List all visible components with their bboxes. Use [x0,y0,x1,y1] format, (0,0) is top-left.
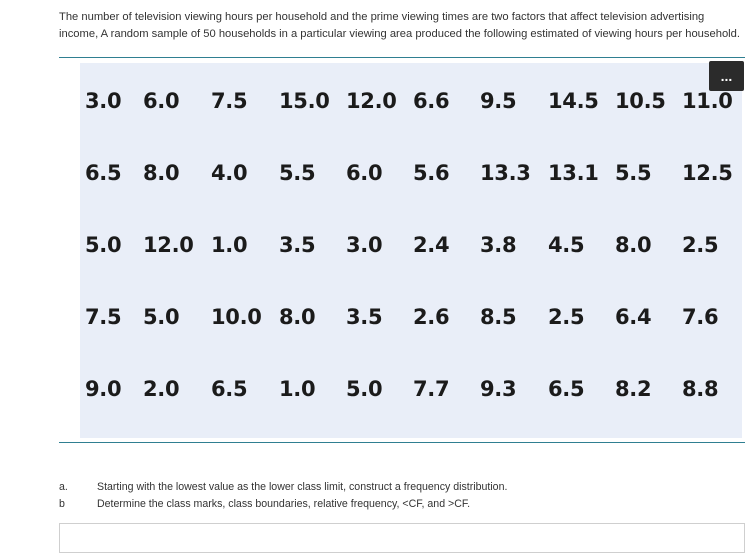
table-cell: 5.0 [143,305,180,329]
table-cell: 3.5 [279,233,316,257]
answer-input-box[interactable] [59,523,745,553]
table-cell: 3.0 [85,89,122,113]
question-a-label: a. [59,481,68,493]
table-cell: 8.2 [615,377,652,401]
question-b-text: Determine the class marks, class boundar… [97,498,471,510]
table-cell: 7.5 [211,89,248,113]
panel-divider [59,442,745,443]
table-cell: 8.0 [615,233,652,257]
table-cell: 13.1 [548,161,599,185]
table-cell: 6.6 [413,89,450,113]
table-cell: 2.0 [143,377,180,401]
table-cell: 3.8 [480,233,517,257]
table-cell: 12.0 [143,233,194,257]
table-row: 9.0 2.0 6.5 1.0 5.0 7.7 9.3 6.5 8.2 8.8 [80,351,742,423]
table-row: 7.5 5.0 10.0 8.0 3.5 2.6 8.5 2.5 6.4 7.6 [80,279,742,351]
table-cell: 9.5 [480,89,517,113]
table-cell: 2.5 [682,233,719,257]
table-cell: 14.5 [548,89,599,113]
table-cell: 5.5 [615,161,652,185]
table-cell: 1.0 [279,377,316,401]
table-cell: 12.5 [682,161,733,185]
problem-intro: The number of television viewing hours p… [59,11,740,40]
table-cell: 6.0 [143,89,180,113]
question-a-text: Starting with the lowest value as the lo… [97,481,508,493]
data-table-panel: 3.0 6.0 7.5 15.0 12.0 6.6 9.5 14.5 10.5 11.0 6.5 8.… [80,63,742,438]
table-cell: 10.0 [211,305,262,329]
table-cell: 5.0 [85,233,122,257]
table-cell: 13.3 [480,161,531,185]
intro-divider [59,57,745,58]
table-cell: 5.5 [279,161,316,185]
table-cell: 10.5 [615,89,666,113]
table-cell: 8.5 [480,305,517,329]
table-cell: 2.4 [413,233,450,257]
table-row: 5.0 12.0 1.0 3.5 3.0 2.4 3.8 4.5 8.0 2.5 [80,207,742,279]
table-row: 6.5 8.0 4.0 5.5 6.0 5.6 13.3 13.1 5.5 12.5 [80,135,742,207]
table-cell: 3.0 [346,233,383,257]
table-cell: 6.5 [85,161,122,185]
table-cell: 5.6 [413,161,450,185]
table-cell: 6.0 [346,161,383,185]
table-cell: 9.0 [85,377,122,401]
table-cell: 2.6 [413,305,450,329]
table-cell: 11.0 [682,89,733,113]
table-cell: 7.5 [85,305,122,329]
table-cell: 6.5 [548,377,585,401]
table-cell: 5.0 [346,377,383,401]
table-cell: 7.7 [413,377,450,401]
table-cell: 4.5 [548,233,585,257]
table-cell: 12.0 [346,89,397,113]
table-cell: 6.4 [615,305,652,329]
table-cell: 6.5 [211,377,248,401]
table-cell: 1.0 [211,233,248,257]
table-cell: 8.0 [279,305,316,329]
table-cell: 8.8 [682,377,719,401]
table-row: 3.0 6.0 7.5 15.0 12.0 6.6 9.5 14.5 10.5 11.0 [80,63,742,135]
table-cell: 2.5 [548,305,585,329]
table-cell: 3.5 [346,305,383,329]
table-cell: 9.3 [480,377,517,401]
table-cell: 15.0 [279,89,330,113]
table-cell: 4.0 [211,161,248,185]
table-cell: 7.6 [682,305,719,329]
more-options-button[interactable]: ... [709,61,744,91]
table-cell: 8.0 [143,161,180,185]
question-b-label: b [59,498,65,510]
